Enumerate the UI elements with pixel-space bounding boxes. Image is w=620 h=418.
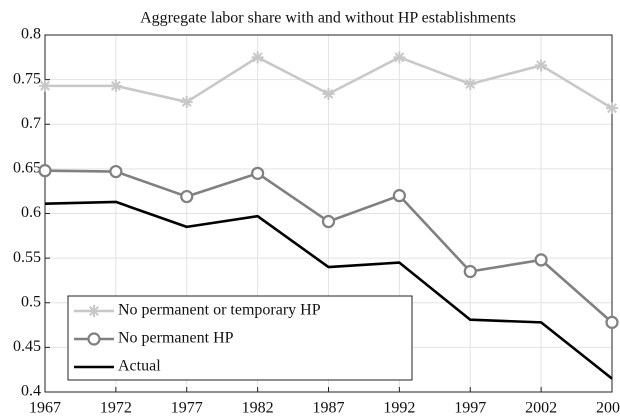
- x-tick-label: 1997: [454, 400, 486, 417]
- x-tick-label: 1977: [171, 400, 203, 417]
- y-tick-label: 0.55: [13, 249, 41, 266]
- marker: [322, 87, 335, 100]
- legend-box: [67, 295, 413, 381]
- marker: [321, 214, 336, 229]
- marker: [39, 79, 51, 92]
- series-line: [44, 200, 613, 380]
- marker: [109, 79, 122, 92]
- marker: [109, 164, 123, 179]
- y-tick-label: 0.7: [21, 115, 41, 132]
- x-tick-label: 1992: [383, 400, 415, 417]
- y-tick-label: 0.5: [21, 293, 41, 310]
- legend-label: No permanent or temporary HP: [118, 302, 321, 319]
- plot-frame: [44, 34, 613, 393]
- x-tick-label: 2007: [596, 400, 620, 417]
- marker: [463, 264, 477, 279]
- marker: [605, 315, 619, 329]
- marker: [534, 253, 548, 267]
- x-tick-label: 2002: [525, 400, 557, 417]
- marker: [251, 166, 265, 180]
- y-tick-label: 0.6: [21, 204, 41, 221]
- x-tick-label: 1982: [242, 400, 274, 417]
- y-tick-label: 0.45: [13, 338, 41, 355]
- y-tick-label: 0.4: [21, 383, 41, 400]
- marker: [464, 78, 477, 91]
- marker: [535, 59, 548, 72]
- x-tick-label: 1987: [313, 400, 345, 417]
- marker: [180, 189, 194, 204]
- legend-label: No permanent HP: [118, 330, 234, 347]
- y-tick-label: 0.75: [13, 70, 41, 87]
- marker: [87, 332, 101, 346]
- chart-title: Aggregate labor share with and without H…: [140, 10, 516, 27]
- x-tick-label: 1967: [29, 400, 61, 417]
- marker: [606, 102, 618, 115]
- marker: [88, 305, 100, 317]
- marker: [392, 189, 406, 203]
- legend-label: Actual: [118, 358, 161, 375]
- marker: [393, 51, 406, 64]
- marker: [251, 51, 264, 64]
- marker: [38, 164, 52, 178]
- legend: No permanent or temporary HP No permanent…: [67, 295, 413, 381]
- x-tick-label: 1972: [100, 400, 132, 417]
- y-tick-label: 0.65: [13, 160, 41, 177]
- marker: [180, 95, 193, 108]
- y-tick-label: 0.8: [21, 26, 41, 43]
